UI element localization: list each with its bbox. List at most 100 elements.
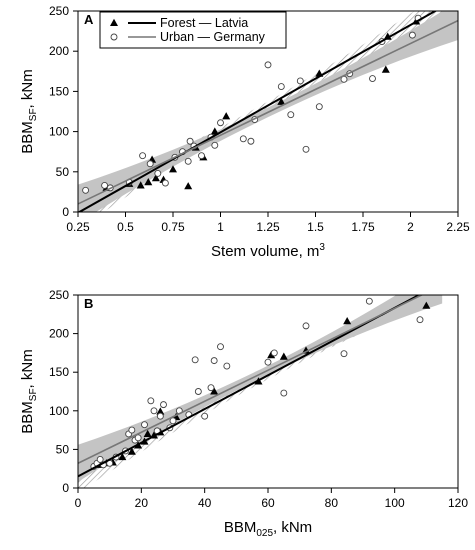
y-tick-label: 50: [56, 165, 70, 179]
panel-b-plot-area: [78, 295, 443, 488]
y-tick-label: 0: [62, 205, 69, 219]
y-tick-label: 250: [49, 288, 69, 302]
urban-data-point: [302, 145, 310, 153]
legend-box: [99, 11, 287, 49]
x-tick-label: 40: [198, 496, 212, 510]
y-tick-label: 100: [49, 125, 69, 139]
y-axis-label: BBMSF, kNm: [19, 349, 39, 433]
legend-entry-label: Urban — Germany: [160, 30, 266, 44]
urban-data-point: [277, 83, 285, 91]
urban-regression-line: [78, 295, 424, 465]
forest-data-point: [343, 317, 352, 325]
urban-data-point: [315, 103, 323, 111]
panel-b-letter: B: [84, 296, 93, 311]
x-tick-label: 0.75: [161, 220, 185, 234]
y-axis-label: BBMSF, kNm: [19, 69, 39, 153]
urban-data-point: [198, 152, 205, 160]
x-tick-label: 1.25: [256, 220, 280, 234]
urban-data-point: [247, 137, 255, 145]
x-tick-label: 100: [385, 496, 405, 510]
urban-data-point: [101, 182, 109, 189]
legend-entry-label: Forest — Latvia: [160, 16, 248, 30]
y-tick-label: 150: [49, 365, 69, 379]
forest-data-point: [169, 165, 177, 173]
forest-data-point: [279, 352, 288, 360]
urban-data-point: [239, 135, 247, 143]
y-tick-label: 100: [49, 404, 69, 418]
urban-data-point: [408, 31, 416, 39]
x-tick-label: 120: [448, 496, 468, 510]
urban-data-point: [161, 179, 169, 187]
y-tick-label: 200: [49, 44, 69, 58]
panel-a-letter: A: [84, 12, 94, 27]
urban-data-point: [302, 322, 310, 330]
x-tick-label: 0: [75, 496, 82, 510]
urban-regression-line: [78, 19, 458, 205]
urban-data-point: [141, 421, 148, 429]
forest-data-point: [210, 127, 219, 135]
urban-data-point: [154, 169, 162, 177]
x-tick-label: 0.5: [117, 220, 134, 234]
forest-data-point: [143, 429, 152, 437]
urban-data-point: [296, 77, 304, 85]
urban-data-point: [270, 349, 278, 357]
forest-data-point: [127, 447, 136, 455]
urban-data-point: [146, 160, 154, 168]
x-tick-label: 2.25: [446, 220, 470, 234]
urban-data-point: [191, 356, 199, 364]
y-tick-label: 0: [62, 481, 69, 495]
x-axis-label: BBM025, kNm: [224, 519, 312, 539]
forest-data-point: [184, 182, 193, 190]
urban-data-point: [186, 137, 194, 145]
x-axis-label: Stem volume, m3: [211, 242, 325, 260]
x-tick-label: 0.25: [66, 220, 90, 234]
forest-data-point: [222, 112, 231, 120]
panel-a-plot-area: [78, 11, 458, 212]
x-tick-label: 20: [135, 496, 149, 510]
urban-data-point: [365, 297, 373, 305]
urban-data-point: [147, 397, 155, 405]
y-tick-label: 250: [49, 4, 69, 18]
y-tick-label: 150: [49, 84, 69, 98]
urban-data-point: [280, 389, 288, 397]
urban-data-point: [82, 186, 90, 194]
urban-data-point: [264, 61, 272, 69]
urban-data-point: [416, 316, 424, 324]
panel-a-chart: 0.25 0.5 0.75 1 1.25 1.5 1.75 2 2.25 0 50 100 150 200…: [19, 4, 470, 260]
x-tick-label: 1: [217, 220, 224, 234]
forest-data-point: [210, 387, 219, 395]
panel-b-frame: [77, 294, 459, 489]
forest-regression-line: [78, 11, 438, 212]
urban-data-point: [184, 157, 192, 165]
x-tick-label: 1.75: [351, 220, 375, 234]
forest-data-point: [381, 65, 390, 73]
urban-data-point: [207, 384, 215, 392]
forest-data-point: [277, 97, 286, 105]
urban-data-point: [134, 434, 142, 442]
x-tick-label: 60: [261, 496, 275, 510]
urban-data-point: [139, 152, 147, 160]
urban-data-point: [287, 111, 295, 119]
forest-data-point: [156, 407, 165, 415]
forest-data-point: [118, 452, 127, 461]
urban-data-point: [160, 401, 167, 409]
urban-data-point: [210, 357, 218, 365]
urban-data-point: [369, 75, 376, 82]
y-tick-label: 50: [56, 442, 70, 456]
forest-data-point: [144, 178, 153, 186]
y-tick-label: 200: [49, 327, 69, 341]
x-tick-label: 2: [407, 220, 414, 234]
x-tick-label: 1.5: [307, 220, 324, 234]
forest-data-point: [136, 181, 145, 189]
legend-circle-marker: [110, 33, 118, 41]
urban-data-point: [96, 455, 104, 463]
forest-data-point: [422, 301, 431, 309]
forest-data-point: [267, 351, 276, 359]
urban-data-point: [264, 358, 272, 366]
forest-data-point: [151, 174, 160, 182]
urban-data-point: [340, 350, 348, 358]
urban-data-point: [211, 141, 219, 149]
x-tick-label: 80: [325, 496, 339, 510]
urban-data-point: [169, 417, 177, 425]
